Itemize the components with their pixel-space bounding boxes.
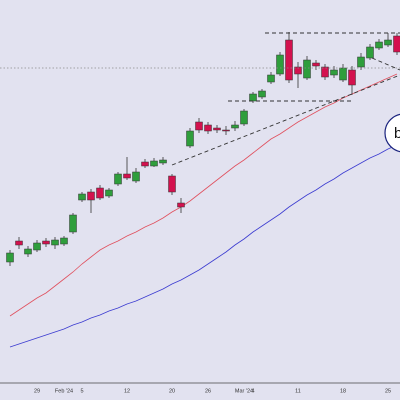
- candle-body: [249, 93, 257, 102]
- candle-body: [87, 191, 95, 201]
- candle-body: [114, 173, 122, 185]
- moving-average: [9, 144, 398, 348]
- x-tick-label: 29: [34, 388, 40, 394]
- candle-body: [195, 121, 203, 131]
- candle-body: [150, 160, 158, 167]
- candle-body: [51, 239, 59, 246]
- candle-body: [177, 202, 185, 208]
- candle-body: [285, 39, 293, 81]
- candle-body: [78, 193, 86, 201]
- candle-body: [186, 130, 194, 147]
- candle-body: [312, 62, 320, 67]
- x-tick-label: Feb '24: [55, 388, 73, 394]
- candle-body: [303, 59, 311, 79]
- candle-body: [348, 69, 356, 86]
- candle-body: [42, 240, 50, 245]
- candle-body: [339, 67, 347, 81]
- x-tick-label: 26: [205, 388, 211, 394]
- candle-body: [6, 252, 14, 263]
- candle-body: [393, 35, 400, 53]
- x-tick-label: 11: [295, 388, 301, 394]
- candle-body: [132, 171, 140, 182]
- plot: [6, 32, 400, 348]
- candle-body: [231, 124, 239, 129]
- moving-average: [9, 73, 398, 317]
- candle-body: [366, 46, 374, 59]
- candle-body: [330, 69, 338, 76]
- candle-body: [294, 66, 302, 75]
- candle-body: [240, 110, 248, 125]
- x-tick-label: 25: [385, 388, 391, 394]
- candle-body: [24, 248, 32, 255]
- candle-body: [69, 214, 77, 233]
- annotation-text: b: [394, 125, 400, 142]
- candle-body: [258, 90, 266, 98]
- x-tick-label: 20: [169, 388, 175, 394]
- trend-line: [371, 57, 400, 71]
- candle-body: [267, 74, 275, 83]
- candle-body: [159, 159, 167, 164]
- candle-body: [213, 127, 221, 131]
- candle-body: [141, 161, 149, 167]
- x-tick-label: Mar '24: [235, 388, 253, 394]
- candle-body: [168, 175, 176, 193]
- candle-body: [15, 240, 23, 246]
- candle-body: [222, 129, 230, 132]
- candle-body: [276, 54, 284, 75]
- candle-body: [357, 56, 365, 68]
- candle-body: [321, 66, 329, 78]
- candle-body: [384, 39, 392, 46]
- annotation-badge: [384, 113, 400, 153]
- candle-body: [60, 237, 68, 245]
- candle-body: [204, 124, 212, 132]
- candle-body: [105, 189, 113, 197]
- x-tick-label: 18: [340, 388, 346, 394]
- x-tick-label: 4: [251, 388, 254, 394]
- trend-line: [171, 74, 400, 166]
- candle-body: [123, 173, 131, 179]
- candle-body: [375, 41, 383, 49]
- x-tick-label: 12: [124, 388, 130, 394]
- candle-body: [96, 187, 104, 199]
- x-tick-label: 5: [80, 388, 83, 394]
- candle-body: [33, 242, 41, 251]
